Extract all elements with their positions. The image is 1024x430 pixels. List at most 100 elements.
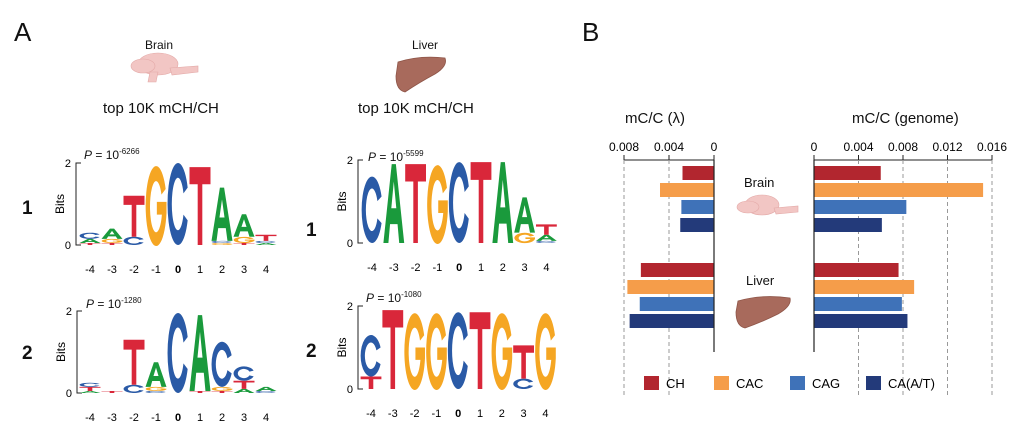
position-label: -2	[410, 408, 420, 420]
position-label: -1	[151, 412, 161, 424]
row-number-1-brain: 1	[22, 198, 33, 219]
logo-letter-C	[536, 240, 556, 243]
p-exponent: -1080	[401, 290, 422, 299]
position-label: -4	[366, 408, 376, 420]
logo-letter-A	[189, 315, 211, 391]
position-label: -4	[367, 262, 377, 274]
row-number-2-liver: 2	[306, 341, 317, 362]
position-label: -4	[85, 264, 95, 276]
legend-label: CAC	[736, 376, 763, 391]
logo-letter-C	[255, 390, 276, 393]
bar-liver-CA(A/T)	[629, 314, 714, 328]
position-label: 4	[542, 408, 548, 420]
chart-brain-label: Brain	[744, 175, 775, 190]
logo-letter-G	[233, 236, 255, 244]
bar-liver-CAC	[814, 280, 915, 294]
logo-letter-T	[469, 312, 491, 389]
logo-letter-A	[79, 390, 101, 393]
logo-letter-A	[255, 242, 277, 245]
position-label: 2	[219, 412, 225, 424]
legend-swatch	[790, 376, 805, 390]
logo-letter-G	[404, 313, 425, 390]
y-tick-label: 2	[65, 158, 71, 170]
position-label: -2	[129, 264, 139, 276]
sequence-logo-liver-1: 2 0 Bits -4 -3 -2 -1 0 1 2 3 4	[335, 155, 557, 274]
legend-label: CH	[666, 376, 685, 391]
position-label: 4	[263, 264, 269, 276]
logo-letter-T	[536, 224, 557, 235]
logo-letter-T	[101, 242, 123, 245]
logo-letter-A	[492, 162, 514, 243]
logo-letter-G	[426, 313, 447, 390]
bar-brain-CA(A/T)	[680, 218, 714, 232]
logo-letter-C	[123, 236, 144, 245]
lambda-bar-chart: 0.008 0.004 0	[609, 140, 718, 395]
x-tick-label: 0.012	[932, 140, 962, 154]
y-axis-label: Bits	[53, 194, 67, 214]
brain-label: Brain	[145, 38, 174, 52]
legend: CH CAC CAG CA(A/T)	[644, 376, 935, 391]
logo-letter-C	[255, 240, 276, 243]
y-tick-label: 2	[347, 155, 353, 167]
logo-letter-G	[491, 313, 513, 390]
position-label: -3	[107, 264, 117, 276]
x-tick-label: 0.004	[654, 140, 684, 154]
legend-swatch	[714, 376, 729, 390]
position-label: 0	[175, 264, 181, 276]
logo-letter-G	[211, 242, 233, 246]
logo-letter-T	[101, 390, 123, 393]
position-label: -3	[389, 262, 399, 274]
position-label: -1	[432, 408, 442, 420]
p-value-1-liver: P = 10-5599	[368, 149, 424, 164]
logo-letter-G	[211, 386, 233, 392]
position-label: -1	[151, 264, 161, 276]
position-label: -3	[388, 408, 398, 420]
position-label: 0	[455, 408, 461, 420]
logo-letter-A	[514, 197, 535, 233]
x-tick-label: 0	[711, 140, 718, 154]
p-exponent: -5599	[403, 149, 424, 158]
bar-liver-CH	[814, 263, 899, 277]
logo-letter-A	[79, 238, 101, 243]
y-axis-label: Bits	[335, 191, 349, 211]
legend-label: CA(A/T)	[888, 376, 935, 391]
logo-letter-A	[211, 187, 233, 241]
sequence-logo-brain-2: 2 0 Bits -4 -3 -2 -1 0 1 2 3 4	[54, 306, 277, 424]
p-base: 10	[387, 291, 402, 305]
y-axis-label: Bits	[54, 342, 68, 362]
p-value-2-liver: P = 10-1080	[366, 290, 422, 305]
position-label: 3	[241, 412, 247, 424]
sequence-logo-brain-1: 2 0 Bits -4 -3 -2 -1 0 1 2 3 4	[53, 158, 277, 276]
genome-chart-title: mC/C (genome)	[852, 110, 959, 127]
position-label: -3	[107, 412, 117, 424]
logo-letter-A	[233, 214, 255, 237]
chart-brain-icon	[736, 194, 799, 216]
logo-letter-T	[382, 310, 404, 389]
bar-liver-CAG	[814, 297, 902, 311]
logo-letter-C	[211, 341, 232, 387]
position-label: 3	[521, 408, 527, 420]
x-tick-label: 0.008	[609, 140, 639, 154]
logo-letter-T	[233, 242, 255, 245]
bar-liver-CA(A/T)	[814, 314, 908, 328]
y-tick-label: 2	[66, 306, 72, 318]
logo-letter-C	[513, 378, 534, 389]
position-label: -2	[411, 262, 421, 274]
logo-letter-C	[360, 335, 381, 377]
position-label: 2	[219, 264, 225, 276]
panel-label-a: A	[14, 17, 32, 47]
y-tick-label: 0	[347, 384, 353, 396]
x-tick-label: 0.016	[977, 140, 1007, 154]
logo-letter-T	[233, 380, 255, 389]
position-label: 1	[477, 408, 483, 420]
bar-brain-CH	[682, 166, 714, 180]
logo-letter-C	[167, 163, 188, 245]
position-label: 0	[175, 412, 181, 424]
position-label: 1	[197, 412, 203, 424]
bar-brain-CAC	[814, 183, 984, 197]
brain-subtitle: top 10K mCH/CH	[103, 100, 219, 117]
bar-liver-CAG	[639, 297, 714, 311]
logo-letter-C	[361, 176, 382, 243]
logo-letter-T	[513, 345, 534, 379]
